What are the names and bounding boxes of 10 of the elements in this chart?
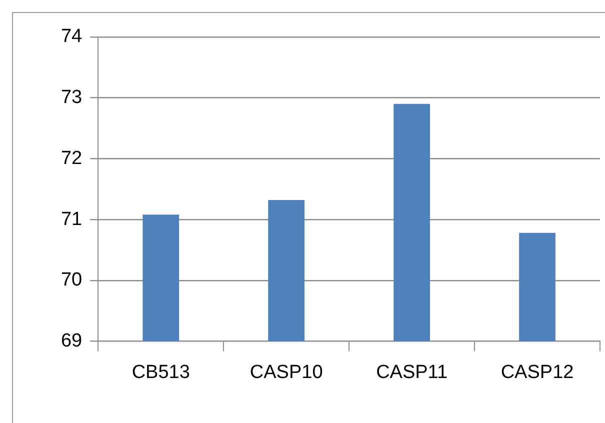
- x-tick-label: CASP11: [376, 362, 448, 383]
- y-tick-label: 72: [60, 148, 82, 169]
- y-tick-label: 73: [60, 87, 82, 108]
- x-tick-label: CASP10: [250, 362, 323, 383]
- x-tick-label: CB513: [132, 362, 190, 383]
- x-tick-label: CASP12: [500, 362, 574, 383]
- y-tick-label: 69: [60, 330, 82, 352]
- y-tick-label: 71: [60, 208, 82, 230]
- y-tick-label: 74: [60, 26, 83, 48]
- y-tick-label: 70: [60, 270, 82, 291]
